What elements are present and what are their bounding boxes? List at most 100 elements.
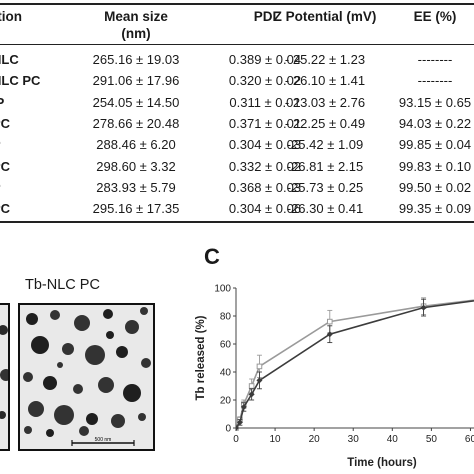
cell-mean-size-row-1: 265.16 ± 19.03 [92,52,180,67]
table-rule-bottom [0,221,474,223]
cell-ee-row-8: 99.35 ± 0.09 [398,201,472,217]
cell-zeta-potential-row-4: - 22.25 ± 0.49 [284,115,366,131]
x-tick-label: 20 [309,434,321,445]
data-point [256,363,263,370]
data-point [326,331,333,338]
cell-mean-size-row-8: 295.16 ± 17.35 [92,201,180,217]
nanoparticle [50,310,60,320]
cell-mean-size-row-7: 283.93 ± 5.79 [96,179,176,195]
x-tick-label: 40 [387,434,399,445]
nanoparticle [62,343,74,355]
cell-mean-size-row-5: 288.46 ± 6.20 [96,137,176,153]
table-rule-header [0,44,474,45]
micrograph-left-partial [0,303,10,451]
y-tick-label: 20 [220,396,232,407]
data-point [240,404,247,410]
scale-bar-label: 500 nm [95,437,112,443]
nanoparticle [103,309,113,319]
nanoparticle [111,414,125,428]
nanoparticle [123,384,141,402]
cell-formulation-row-6: PC [0,158,11,174]
cell-pdi-row-4: 0.371 ± 0.01 [228,115,302,131]
nanoparticle [43,376,57,390]
data-point [236,419,243,426]
cell-pdi-row-3: 0.311 ± 0.01 [229,94,301,110]
x-tick-label: 30 [348,434,360,445]
cell-ee-row-2: -------- [417,73,453,89]
series-1-line [236,299,474,429]
cell-zeta-potential-row-8: -26.30 ± 0.41 [286,201,364,217]
cell-zeta-potential-row-1: - 25.22 ± 1.23 [284,52,366,67]
cell-zeta-potential-row-2: - 26.10 ± 1.41 [284,73,366,89]
x-tick-label: 50 [426,434,438,445]
nanoparticle [28,401,44,417]
data-point [420,304,427,311]
x-axis-label: Time (hours) [347,457,417,469]
cell-ee-row-5: 99.85 ± 0.04 [398,137,472,153]
cell-formulation-row-7: P [0,180,48,196]
nanoparticle [125,320,139,334]
y-tick-label: 0 [225,424,231,435]
nanoparticle [31,336,49,354]
cell-ee-row-6: 99.83 ± 0.10 [398,158,472,174]
cell-mean-size-row-4: 278.66 ± 20.48 [92,115,180,131]
cell-ee-row-3: 93.15 ± 0.65 [398,94,472,110]
cell-pdi-row-2: 0.320 ± 0.02 [228,73,302,89]
micrograph-tb-nlc-pc: 500 nm [18,303,155,451]
x-tick-label: 10 [270,434,282,445]
data-point [326,318,333,325]
cell-zeta-potential-row-6: -26.81 ± 2.15 [286,158,364,174]
header-formulation: rtion [0,9,22,24]
nanoparticle [98,377,114,393]
y-axis-label: Tb released (%) [195,315,207,400]
header-zeta-potential: Z Potential (mV) [273,9,377,24]
y-tick-label: 40 [220,368,232,379]
cell-ee-row-7: 99.50 ± 0.02 [398,179,472,195]
y-tick-label: 80 [220,312,232,323]
cell-pdi-row-7: 0.368 ± 0.03 [228,179,302,195]
cell-formulation-row-3: IP [0,95,48,111]
series-1 [236,297,474,431]
y-tick-label: 60 [220,340,232,351]
nanoparticle [79,426,89,436]
nanoparticle [54,405,74,425]
x-tick-label: 60 [465,434,474,445]
nanoparticle [140,307,148,315]
cell-ee-row-4: 94.03 ± 0.22 [398,115,472,131]
data-point [248,383,255,389]
header-mean-size: Mean size (nm) [104,9,168,41]
nanoparticle [24,426,32,434]
cell-zeta-potential-row-3: - 23.03 ± 2.76 [284,94,366,110]
header-pdi: PDI [253,9,277,24]
cell-mean-size-row-3: 254.05 ± 14.50 [92,94,180,110]
cell-formulation-row-1: NLC [0,52,19,67]
nanoparticle [86,413,98,425]
nanoparticle [138,413,146,421]
micrograph-image: 500 nm [23,307,151,446]
data-point [256,377,263,384]
micrograph-label: Tb-NLC PC [25,277,100,293]
cell-ee-row-1: -------- [417,52,453,67]
cell-mean-size-row-2: 291.06 ± 17.96 [92,73,180,89]
panel-letter: C [204,244,220,269]
cell-pdi-row-8: 0.304 ± 0.06 [228,201,302,217]
cell-pdi-row-1: 0.389 ± 0.04 [228,52,302,67]
cell-formulation-row-4: PC [0,115,11,131]
cell-formulation-row-2: NLC PC [0,73,41,89]
nanoparticle [74,315,90,331]
nanoparticle [26,313,38,325]
header-ee: EE (%) [413,9,457,24]
x-tick-label: 0 [233,434,239,445]
nanoparticle [57,362,63,368]
cell-formulation-row-5: P [0,137,48,153]
nanoparticle [141,358,151,368]
nanoparticle [23,372,33,382]
nanoparticle [116,346,128,358]
cell-pdi-row-5: 0.304 ± 0.03 [228,137,302,153]
cell-mean-size-row-6: 298.60 ± 3.32 [96,158,176,174]
nanoparticle [85,345,105,365]
series-2-line [236,300,474,429]
y-tick-label: 100 [214,284,231,295]
cell-zeta-potential-row-7: -25.73 ± 0.25 [286,179,364,195]
